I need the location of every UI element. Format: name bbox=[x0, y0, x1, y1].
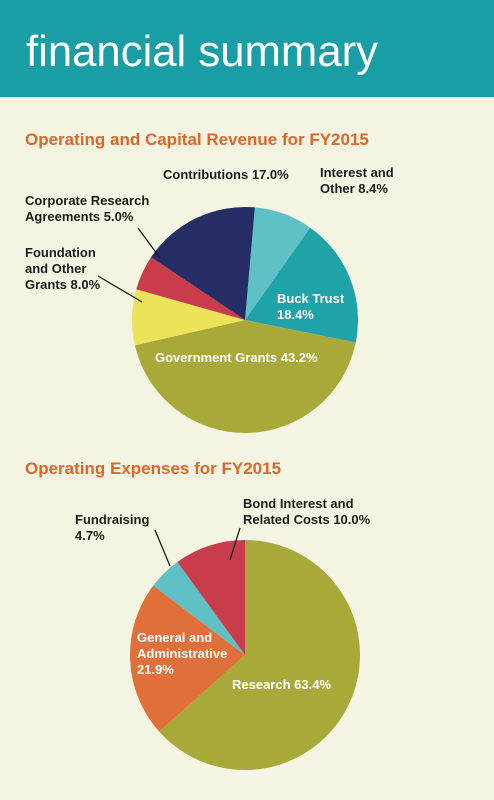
slice-value: 5.0% bbox=[103, 209, 134, 224]
slice-value: 21.9% bbox=[137, 662, 174, 677]
pie-slice bbox=[159, 540, 360, 771]
slice-name: Research bbox=[232, 677, 291, 692]
slice-value: 63.4% bbox=[294, 677, 332, 692]
pie-slice bbox=[177, 540, 245, 655]
slice-label: Interest and Other 8.4% bbox=[320, 165, 395, 197]
slice-value: 8.0% bbox=[70, 277, 101, 292]
chart-title: Operating and Capital Revenue for FY2015 bbox=[25, 130, 369, 149]
slice-name: Buck Trust bbox=[277, 291, 345, 306]
slice-label: Contributions 17.0% bbox=[163, 167, 333, 183]
slice-label: Bond Interest and Related Costs 10.0% bbox=[243, 496, 403, 528]
pie-slice bbox=[131, 289, 245, 346]
slice-name: Fundraising bbox=[75, 512, 150, 527]
pie-slice bbox=[130, 585, 245, 732]
slice-name: Corporate Research Agreements bbox=[25, 193, 150, 224]
leader-line bbox=[97, 275, 143, 303]
leader-line bbox=[137, 227, 161, 259]
header-band bbox=[0, 0, 494, 97]
chart-title: Operating Expenses for FY2015 bbox=[25, 459, 282, 478]
slice-name: Contributions bbox=[163, 167, 249, 182]
slice-label: Corporate Research Agreements 5.0% bbox=[25, 193, 165, 225]
slice-label: Government Grants 43.2% bbox=[155, 350, 395, 366]
pie-slice bbox=[151, 207, 255, 320]
pie-slice bbox=[245, 207, 311, 320]
slice-value: 43.2% bbox=[280, 350, 318, 365]
pie-slice bbox=[153, 561, 245, 655]
slice-value: 10.0% bbox=[333, 512, 371, 527]
header-title: financial summary bbox=[26, 27, 378, 76]
pie-slice bbox=[136, 257, 245, 320]
slice-value: 17.0% bbox=[251, 167, 289, 182]
slice-value: 4.7% bbox=[75, 528, 105, 543]
leader-lines bbox=[97, 227, 241, 567]
slice-label: Buck Trust 18.4% bbox=[277, 291, 357, 323]
leader-line bbox=[154, 529, 171, 567]
slice-name: Bond Interest and Related Costs bbox=[243, 496, 354, 527]
leader-line bbox=[229, 527, 241, 561]
slice-value: 18.4% bbox=[277, 307, 314, 322]
slice-name: Interest and Other bbox=[320, 165, 394, 196]
pie-slice bbox=[245, 227, 358, 343]
slice-label: Fundraising 4.7% bbox=[75, 512, 160, 544]
slice-name: General and Administrative bbox=[137, 630, 228, 661]
slice-label: Foundation and Other Grants 8.0% bbox=[25, 245, 115, 293]
slice-label: General and Administrative 21.9% bbox=[137, 630, 242, 678]
slice-name: Foundation and Other Grants bbox=[25, 245, 96, 292]
pies bbox=[130, 207, 360, 771]
slice-label: Research 63.4% bbox=[232, 677, 372, 693]
slice-value: 8.4% bbox=[358, 181, 388, 196]
slice-name: Government Grants bbox=[155, 350, 278, 365]
pie-slice bbox=[134, 320, 356, 434]
